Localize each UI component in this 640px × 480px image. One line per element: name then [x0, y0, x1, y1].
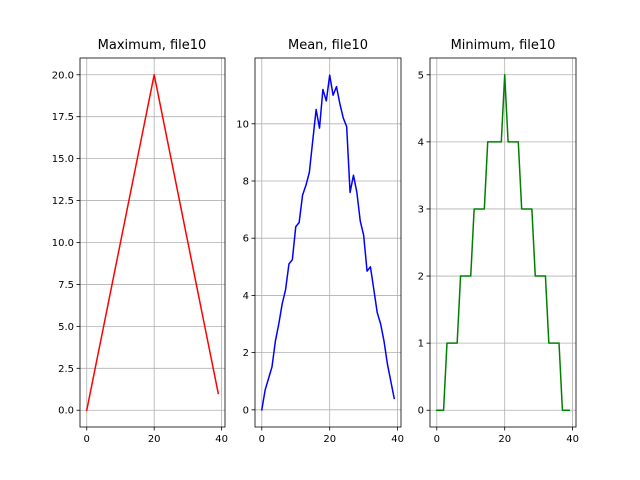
maximum-x-tick-label-1: 20	[148, 434, 161, 445]
minimum-axes-frame	[429, 57, 577, 428]
mean-axes-frame	[254, 57, 402, 428]
mean-x-tick-label-2: 40	[391, 434, 404, 445]
mean-y-tick-label-3: 6	[243, 234, 249, 245]
maximum-y-tick-label-4: 10.0	[52, 238, 74, 249]
mean-title: Mean, file10	[288, 38, 368, 53]
mean-x-tick-label-1: 20	[323, 434, 336, 445]
mean-y-tick-label-2: 4	[243, 291, 249, 302]
minimum-x-tick-label-2: 40	[566, 434, 579, 445]
minimum-series-line-0	[436, 74, 570, 411]
maximum-y-tick-label-8: 20.0	[52, 70, 74, 81]
maximum-x-tick-label-2: 40	[215, 434, 228, 445]
minimum-y-tick-label-5: 5	[418, 70, 424, 81]
minimum-y-tick-label-3: 3	[418, 204, 424, 215]
mean-series-line-0	[260, 74, 396, 411]
minimum-y-tick-label-1: 1	[418, 339, 424, 350]
minimum-x-tick-label-0: 0	[434, 434, 440, 445]
maximum-y-tick-label-0: 0.0	[58, 406, 74, 417]
maximum-title: Maximum, file10	[98, 38, 207, 53]
maximum-y-tick-label-5: 12.5	[52, 196, 74, 207]
maximum-x-tick-label-0: 0	[84, 434, 90, 445]
maximum-series-line-0	[85, 74, 220, 412]
minimum-x-tick-label-1: 20	[498, 434, 511, 445]
maximum-y-tick-label-2: 5.0	[58, 322, 74, 333]
maximum-y-tick-label-6: 15.0	[52, 154, 74, 165]
maximum-y-tick-label-1: 2.5	[58, 364, 74, 375]
mean-y-tick-label-5: 10	[236, 119, 249, 130]
minimum-y-tick-label-4: 4	[418, 137, 424, 148]
minimum-y-tick-label-2: 2	[418, 272, 424, 283]
mean-x-tick-label-0: 0	[259, 434, 265, 445]
mean-y-tick-label-1: 2	[243, 348, 249, 359]
maximum-y-tick-label-7: 17.5	[52, 112, 74, 123]
mean-panel: Mean, file10 0 20 40 0 2 4 6 8 10	[236, 38, 404, 445]
minimum-panel: Minimum, file10 0 20 40 0 1 2 3 4 5	[418, 38, 579, 445]
maximum-panel: Maximum, file10 0 20 40 0.0 2.5 5.0 7.5 10.0 12.…	[52, 38, 228, 445]
maximum-y-tick-label-3: 7.5	[58, 280, 74, 291]
mean-y-tick-label-4: 8	[243, 177, 249, 188]
mean-y-tick-label-0: 0	[243, 405, 249, 416]
minimum-y-tick-label-0: 0	[418, 406, 424, 417]
minimum-title: Minimum, file10	[451, 38, 556, 53]
